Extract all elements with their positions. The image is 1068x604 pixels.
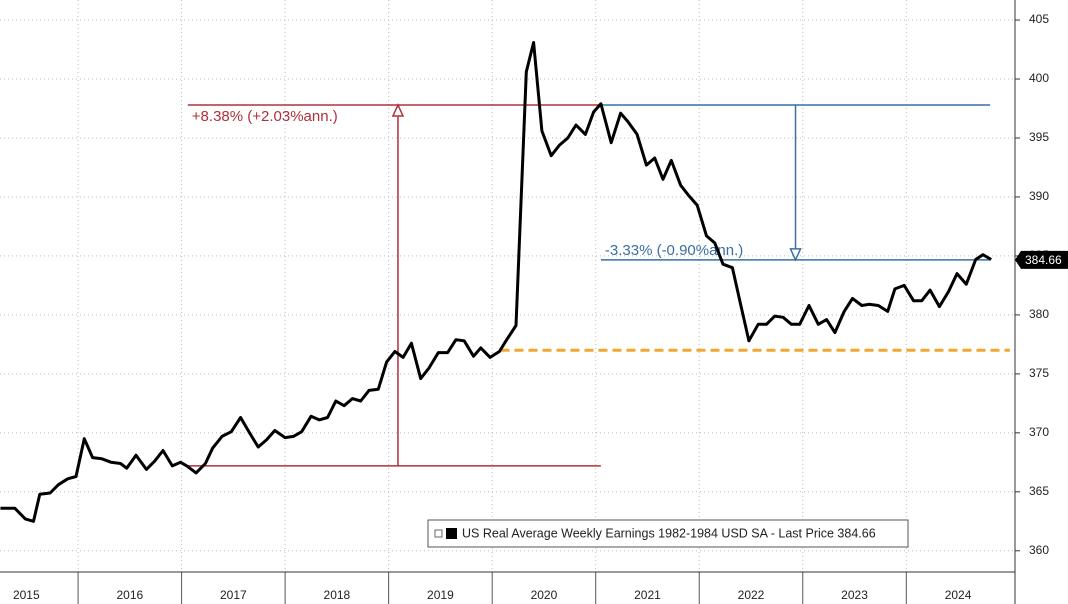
x-tick-label: 2017: [220, 588, 247, 602]
legend-label: US Real Average Weekly Earnings 1982-198…: [462, 526, 876, 540]
y-tick-label: 370: [1029, 425, 1049, 439]
legend-icon: [434, 529, 443, 538]
y-tick-label: 380: [1029, 307, 1049, 321]
y-tick-label: 390: [1029, 189, 1049, 203]
x-tick-label: 2023: [841, 588, 868, 602]
y-tick-label: 395: [1029, 130, 1049, 144]
last-value-label: 384.66: [1025, 253, 1062, 267]
x-tick-label: 2024: [945, 588, 972, 602]
x-tick-label: 2018: [324, 588, 351, 602]
y-tick-label: 405: [1029, 12, 1049, 26]
y-tick-label: 400: [1029, 71, 1049, 85]
y-tick-label: 365: [1029, 484, 1049, 498]
arrow-head: [789, 248, 802, 262]
series-line: [0, 41, 992, 523]
x-tick-label: 2020: [531, 588, 558, 602]
legend-box: [427, 519, 909, 548]
x-tick-label: 2022: [738, 588, 765, 602]
last-value-tag: [1015, 250, 1068, 269]
range-label: -3.33% (-0.90%ann.): [605, 242, 743, 259]
x-tick-label: 2016: [116, 588, 143, 602]
legend-swatch: [446, 528, 457, 539]
x-tick-label: 2019: [427, 588, 454, 602]
y-tick-label: 375: [1029, 366, 1049, 380]
x-tick-label: 2021: [634, 588, 661, 602]
range-label: +8.38% (+2.03%ann.): [192, 108, 338, 125]
y-tick-label: 360: [1029, 543, 1049, 557]
legend: US Real Average Weekly Earnings 1982-198…: [427, 519, 909, 548]
x-tick-label: 2015: [13, 588, 40, 602]
arrow-head: [391, 103, 405, 117]
